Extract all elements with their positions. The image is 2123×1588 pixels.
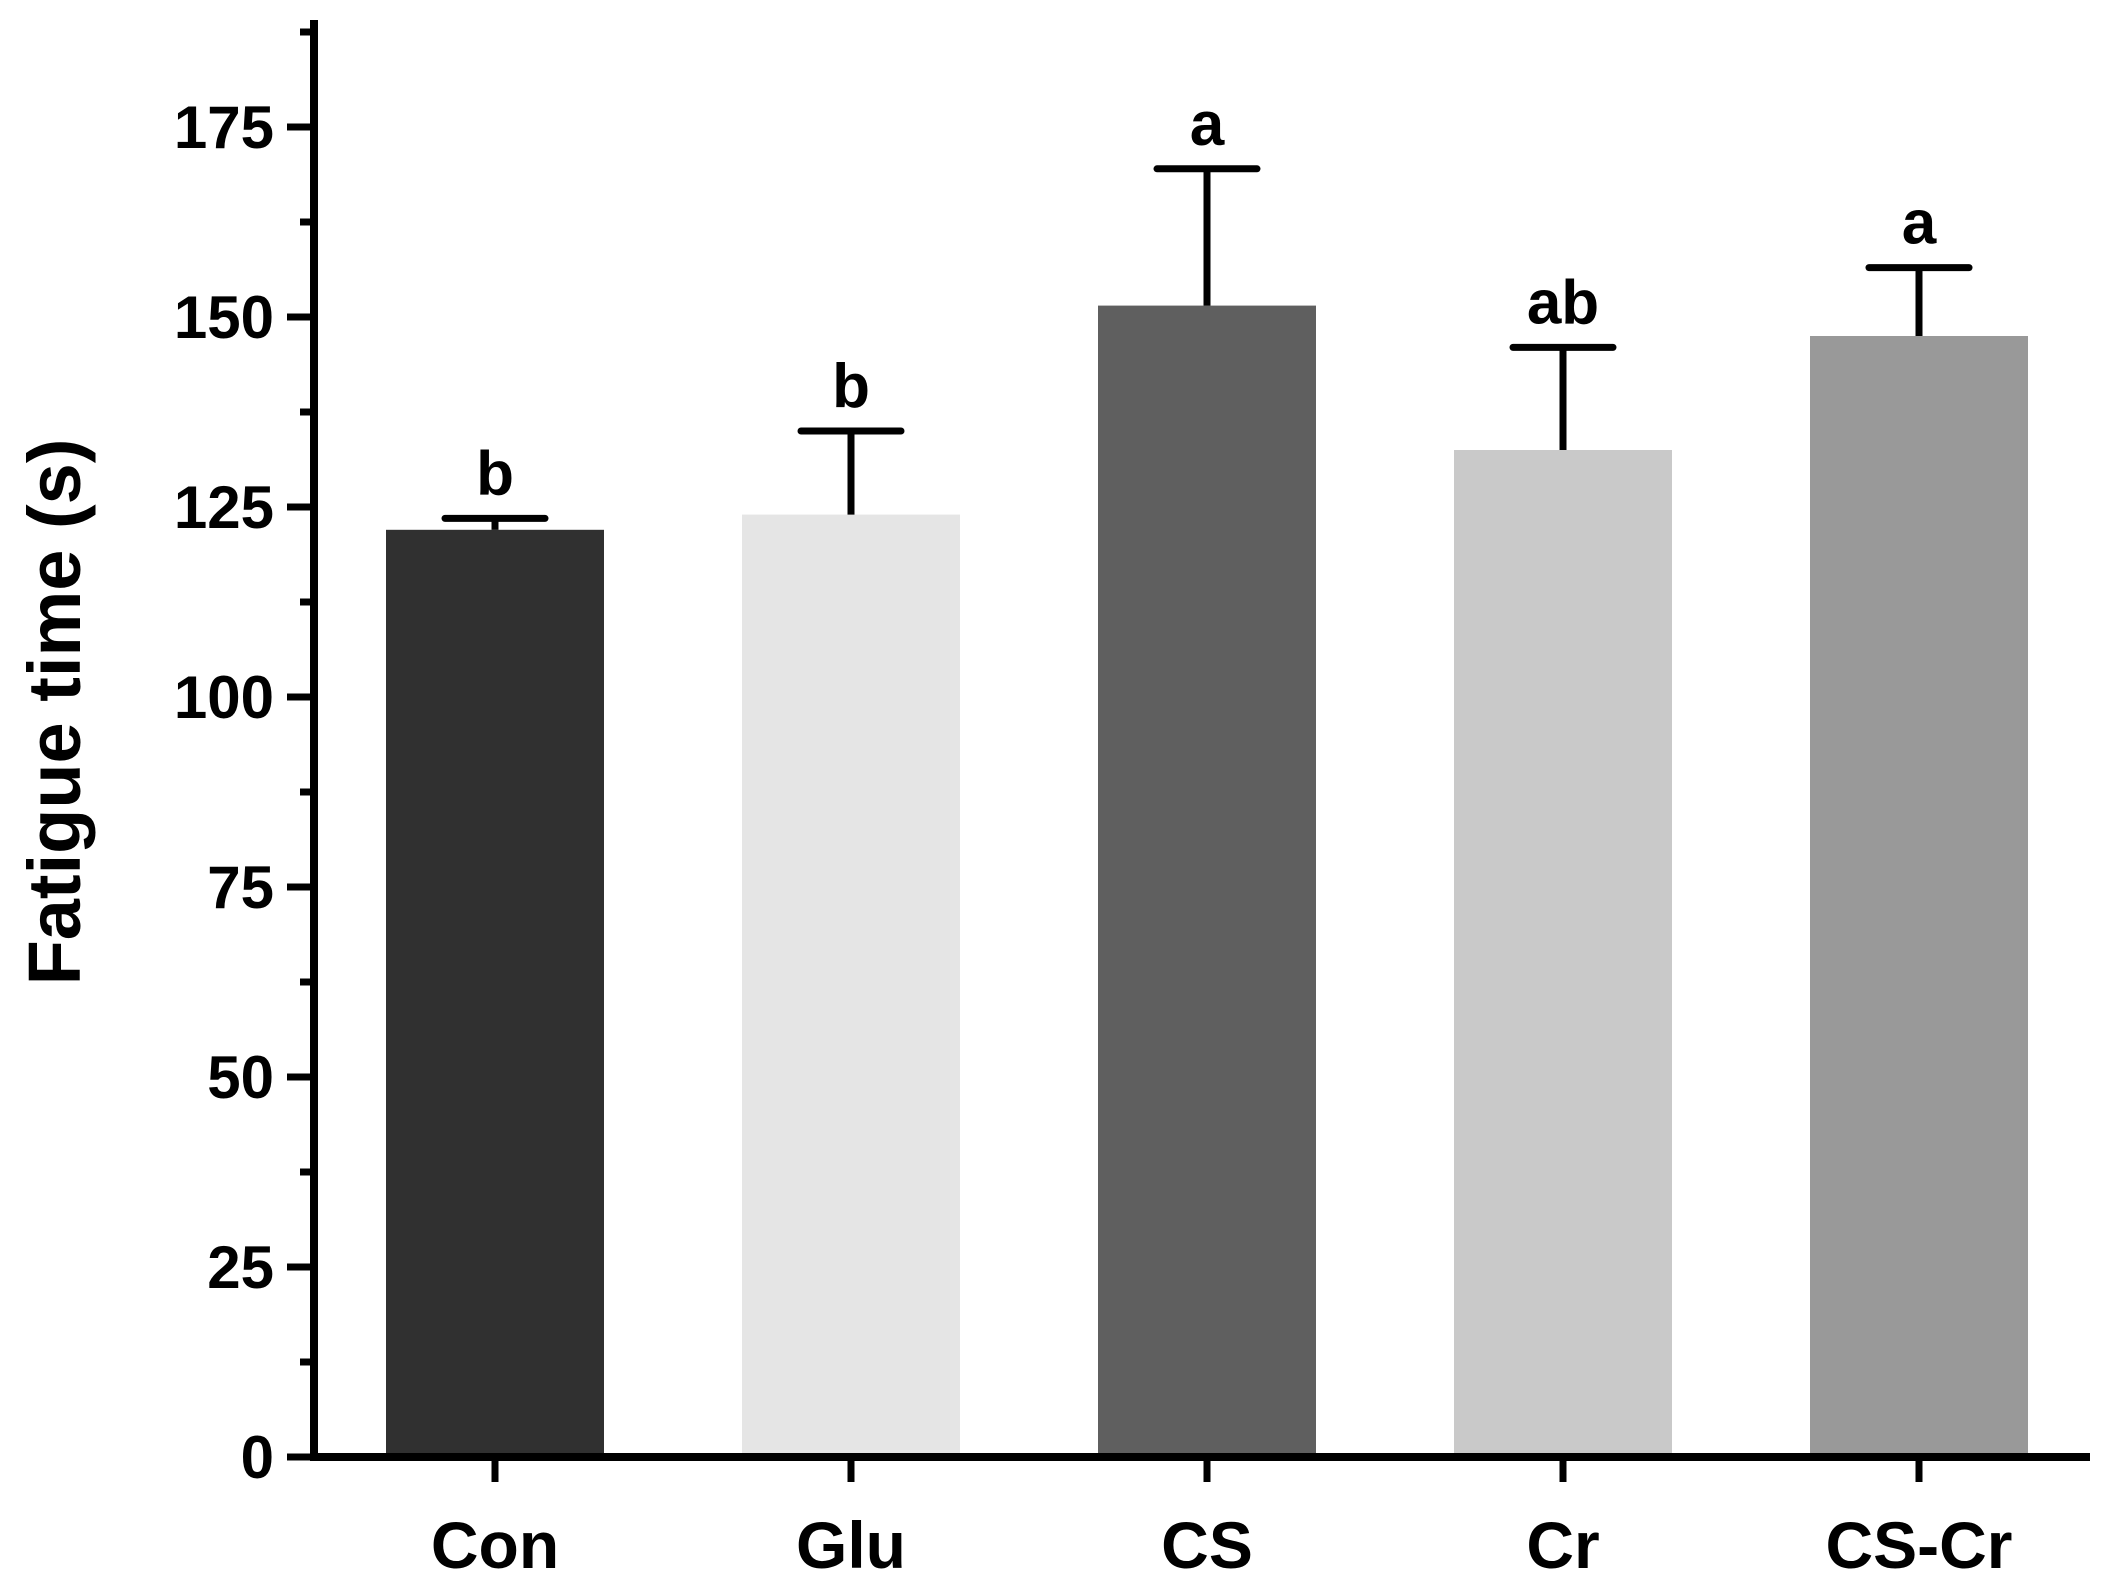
bar-glu: [742, 514, 960, 1457]
y-tick-label: 175: [174, 94, 274, 161]
x-category-label-cr: Cr: [1526, 1508, 1599, 1582]
significance-labels-group: b b a ab a: [476, 90, 1937, 509]
y-tick-label: 125: [174, 474, 274, 541]
bar-cs-cr: [1810, 336, 2028, 1457]
error-bars-group: [441, 165, 1973, 530]
y-tick-label: 100: [174, 664, 274, 731]
x-category-label-con: Con: [431, 1508, 559, 1582]
y-tick-label: 50: [207, 1044, 274, 1111]
significance-label-cs: a: [1190, 90, 1225, 159]
axes-group: [310, 20, 2090, 1461]
y-tick-label: 150: [174, 284, 274, 351]
bars-group: [386, 305, 2028, 1458]
y-tick-label: 25: [207, 1234, 274, 1301]
bar-con: [386, 529, 604, 1457]
x-category-label-glu: Glu: [796, 1508, 906, 1582]
x-categories-group: Con Glu CS Cr CS-Cr: [431, 1457, 2013, 1582]
x-category-label-cs: CS: [1161, 1508, 1253, 1582]
significance-label-con: b: [476, 439, 514, 508]
y-ticks-group: 0 25 50 75 100 125 150 175: [174, 28, 314, 1491]
y-tick-label: 75: [207, 854, 274, 921]
bar-cs: [1098, 305, 1316, 1458]
significance-label-cr: ab: [1527, 268, 1599, 337]
significance-label-glu: b: [832, 352, 870, 421]
y-tick-label: 0: [241, 1424, 274, 1491]
significance-label-cs-cr: a: [1902, 189, 1937, 258]
bar-cr: [1454, 450, 1672, 1457]
y-axis-title: Fatigue time (s): [13, 439, 96, 986]
x-category-label-cs-cr: CS-Cr: [1825, 1508, 2012, 1582]
